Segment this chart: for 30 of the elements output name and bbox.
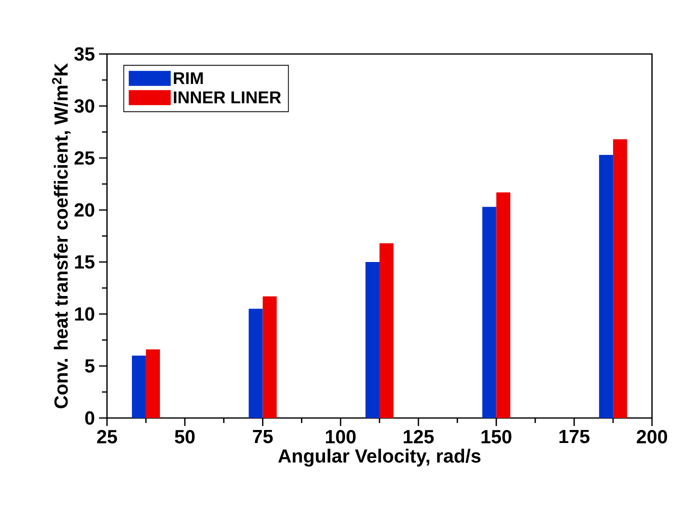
x-tick-label: 25 [97, 430, 118, 444]
y-axis-title: Conv. heat transfer coefficient, W/m$^{2}$K [52, 63, 71, 408]
bar [496, 192, 510, 418]
y-tick-label: 15 [75, 255, 94, 269]
x-tick-label: 75 [252, 430, 273, 444]
y-tick-label: 5 [85, 359, 94, 373]
bar [262, 296, 277, 418]
y-tick-label: 35 [74, 47, 94, 61]
y-tick-label: 25 [74, 151, 94, 165]
x-tick-label: 150 [482, 430, 512, 444]
bar [599, 154, 614, 418]
x-tick-label: 175 [559, 430, 590, 444]
y-tick-label: 0 [85, 411, 94, 425]
legend-label: INNER LINER [174, 92, 282, 104]
x-axis-title: Angular Velocity, rad/s [278, 448, 480, 467]
bar [482, 206, 496, 418]
x-tick-label: 125 [404, 430, 434, 444]
bar [146, 349, 160, 418]
bar [248, 308, 263, 418]
bar [613, 139, 628, 418]
legend-label: RIM [174, 72, 203, 84]
y-tick-label: 20 [74, 203, 94, 217]
bar [365, 262, 380, 418]
x-tick-label: 50 [174, 430, 195, 444]
x-tick-label: 100 [326, 430, 356, 444]
bar [132, 356, 146, 418]
bar [380, 243, 394, 418]
y-tick-label: 30 [74, 99, 94, 113]
y-tick-label: 10 [75, 307, 94, 321]
x-tick-label: 200 [636, 430, 668, 444]
